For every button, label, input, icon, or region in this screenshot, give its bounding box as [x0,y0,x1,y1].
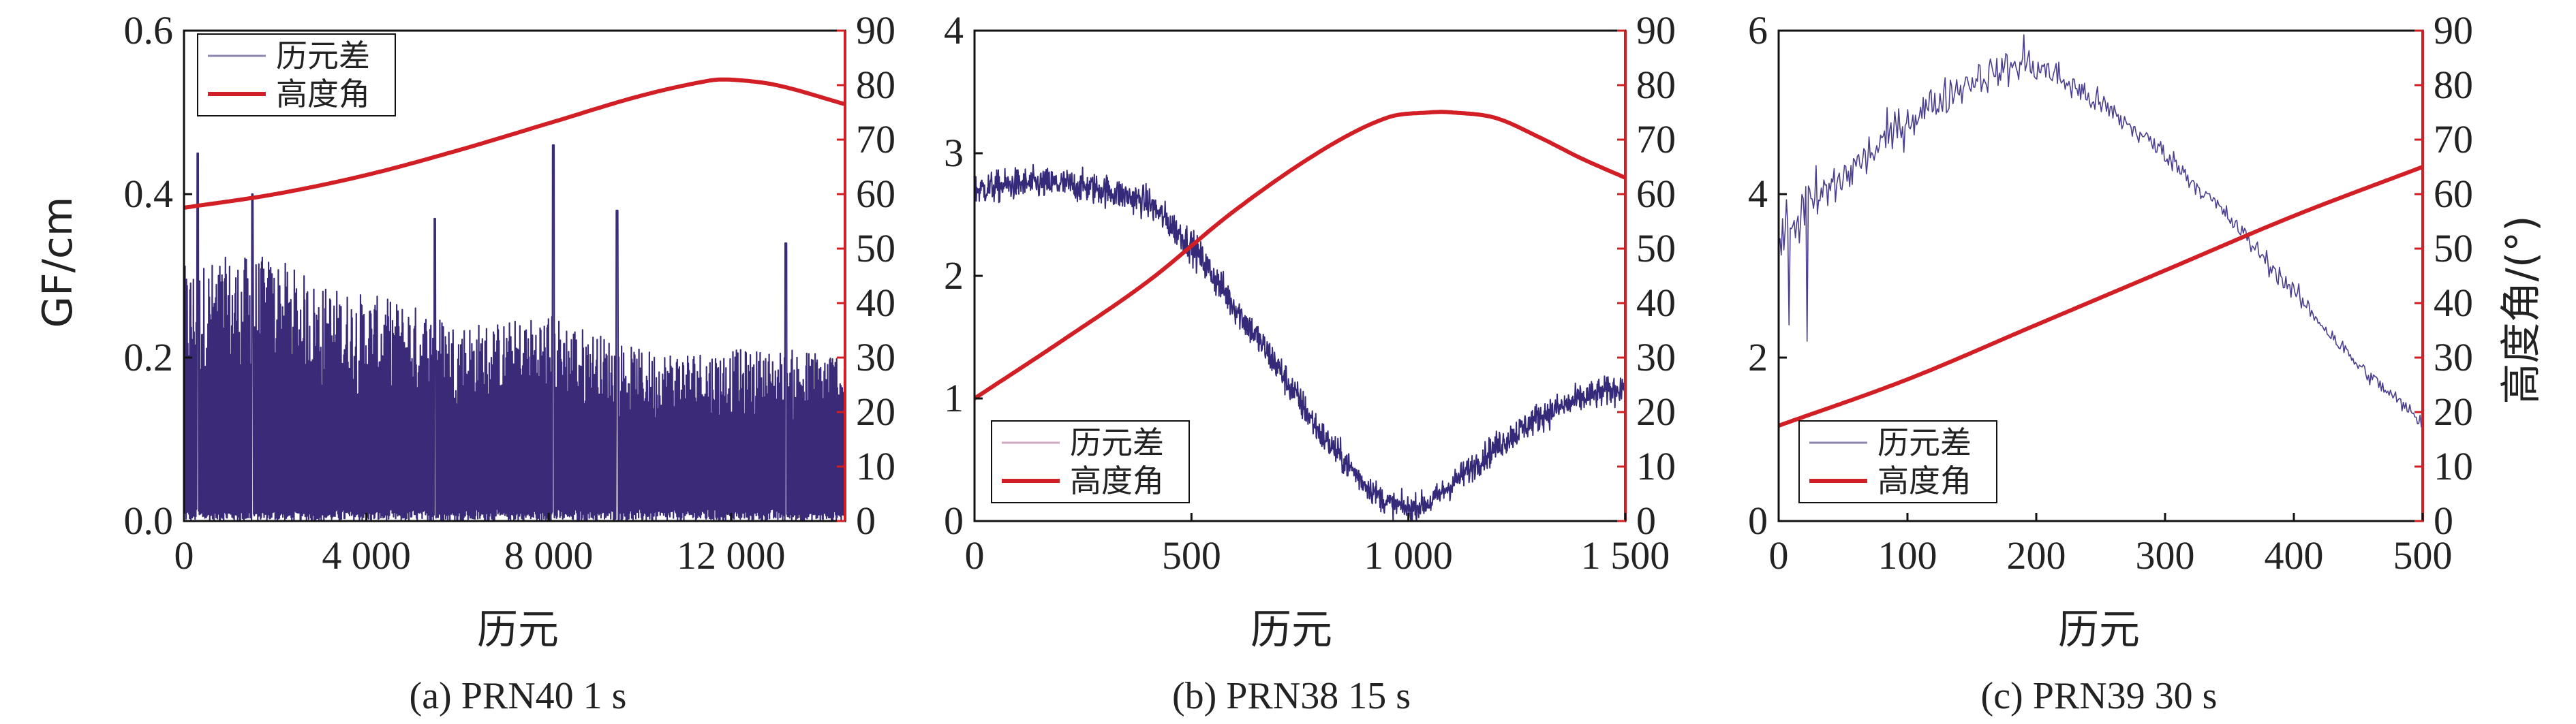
x-tick-label: 400 [2265,533,2324,578]
y2-tick-label: 30 [2434,335,2473,379]
x-tick-label: 1 000 [1364,533,1453,578]
y2-tick-label: 20 [856,390,895,434]
y2-tick-label: 50 [856,226,895,270]
legend: 历元差 高度角 [197,33,396,116]
legend-label-diff: 历元差 [276,37,370,74]
x-tick-label: 4 000 [322,533,411,578]
y-tick-label: 0.6 [124,8,174,52]
y-tick-label: 0 [944,499,964,543]
x-tick-label: 1 500 [1581,533,1670,578]
x-tick-label: 0 [174,533,194,578]
y2-tick-label: 10 [856,444,895,488]
y2-tick-label: 60 [2434,172,2473,216]
y-tick-label: 4 [1748,172,1768,216]
x-tick-label: 500 [2393,533,2453,578]
y2-tick-label: 80 [2434,63,2473,107]
x-tick-label: 0 [965,533,985,578]
y2-tick-label: 0 [1636,499,1656,543]
y-tick-label: 2 [1748,335,1768,379]
y-tick-label: 0 [1748,499,1768,543]
panel-caption: (c) PRN39 30 s [1981,675,2218,717]
series-line-elevation [1779,165,2423,428]
series-line-epoch-difference [1779,34,2423,428]
y2-tick-label: 0 [856,499,876,543]
x-tick-label: 0 [1769,533,1789,578]
x-axis-label: 历元 [2058,606,2140,654]
y-tick-label: 4 [944,8,964,52]
y-tick-label: 6 [1748,8,1768,52]
y-tick-label: 0.0 [124,499,174,543]
y2-tick-label: 40 [2434,281,2473,325]
x-tick-label: 100 [1878,533,1937,578]
y2-tick-label: 90 [856,8,895,52]
y-axis-label: GF/cm [34,197,82,328]
y2-tick-label: 90 [2434,8,2473,52]
y2-tick-label: 0 [2434,499,2453,543]
y2-tick-label: 90 [1636,8,1676,52]
y2-tick-label: 70 [1636,117,1676,161]
legend-label-diff: 历元差 [1070,424,1164,461]
legend-box [1798,420,1997,503]
panel-caption: (a) PRN40 1 s [410,675,627,717]
y2-tick-label: 40 [856,281,895,325]
y2-tick-label: 20 [2434,390,2473,434]
x-tick-label: 8 000 [504,533,594,578]
y2-tick-label: 10 [2434,444,2473,488]
x-tick-label: 200 [2007,533,2066,578]
panel-a: 0 4 000 8 000 12 000 0.0 0.2 0.4 0.6 0 10 20 30 40 50… [34,8,895,717]
y2-tick-label: 30 [856,335,895,379]
legend-label-elev: 高度角 [1877,462,1972,499]
legend-label-elev: 高度角 [276,76,370,112]
y2-tick-label: 40 [1636,281,1676,325]
panel-c: 0 100 200 300 400 50002460102030405060708090 … [1748,8,2545,717]
y2-tick-label: 30 [1636,335,1676,379]
series-line-epoch-difference [975,163,1625,521]
legend-box [197,33,396,116]
y2-tick-label: 60 [1636,172,1676,216]
panel-caption: (b) PRN38 15 s [1172,675,1411,717]
series-line-elevation [184,77,845,210]
legend-box [991,420,1190,503]
y-tick-label: 3 [944,131,964,175]
y2-tick-label: 70 [2434,117,2473,161]
series-line-epoch-difference [184,144,845,521]
y2-tick-label: 50 [2434,226,2473,270]
x-axis-label: 历元 [1251,606,1332,654]
y2-axis-label: 高度角/(°) [2498,215,2545,404]
y-tick-label: 1 [944,376,964,420]
legend-label-elev: 高度角 [1070,462,1164,499]
x-axis-label: 历元 [477,606,559,654]
legend: 历元差 高度角 [1798,420,1997,503]
y-tick-label: 0.4 [124,172,174,216]
legend-label-diff: 历元差 [1877,424,1972,461]
y-tick-label: 2 [944,253,964,298]
x-tick-label: 12 000 [677,533,786,578]
x-tick-label: 300 [2136,533,2195,578]
y-tick-label: 0.2 [124,335,174,379]
y2-tick-label: 80 [856,63,895,107]
y2-tick-label: 50 [1636,226,1676,270]
series-line-elevation [975,110,1625,400]
y2-tick-label: 10 [1636,444,1676,488]
x-tick-label: 500 [1162,533,1221,578]
y2-tick-label: 60 [856,172,895,216]
legend: 历元差 高度角 [991,420,1190,503]
y2-tick-label: 80 [1636,63,1676,107]
y2-tick-label: 70 [856,117,895,161]
y2-tick-label: 20 [1636,390,1676,434]
